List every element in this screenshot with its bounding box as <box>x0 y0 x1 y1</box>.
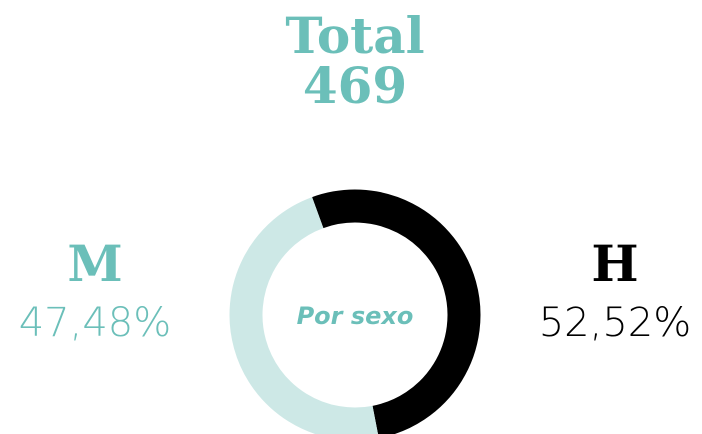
donut-segment <box>229 197 378 434</box>
legend-label: H <box>591 234 638 293</box>
total: 469 <box>303 56 407 115</box>
value-label: 52,52% <box>539 300 692 346</box>
chart-title: Total <box>285 6 424 65</box>
donut-segment <box>312 189 481 434</box>
center-label: Por sexo <box>297 302 414 330</box>
legend-label: M <box>67 234 122 293</box>
value-label: 47,48% <box>19 300 172 346</box>
